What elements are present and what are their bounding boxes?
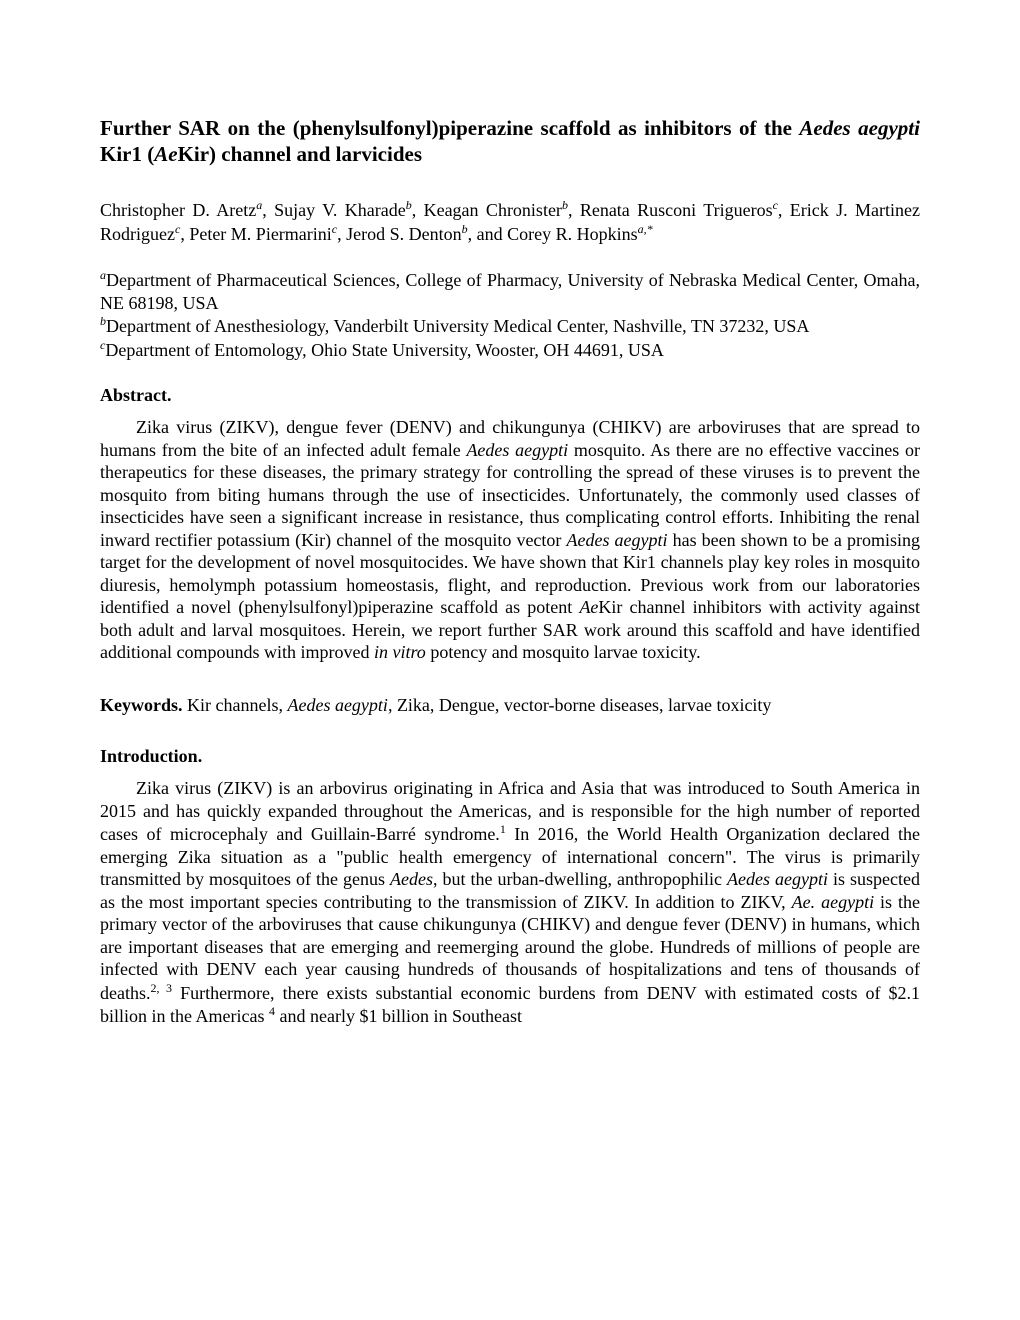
intro-text-part: and nearly $1 billion in Southeast — [275, 1006, 522, 1026]
author-name: , Jerod S. Denton — [337, 224, 462, 244]
affil-text: Department of Entomology, Ohio State Uni… — [105, 340, 664, 360]
species-name: Aedes aegypti — [567, 530, 668, 550]
introduction-paragraph: Zika virus (ZIKV) is an arbovirus origin… — [100, 777, 920, 1028]
author-name: , and Corey R. Hopkins — [468, 224, 638, 244]
introduction-heading: Introduction. — [100, 746, 920, 767]
title-abbrev: Ae — [154, 142, 177, 166]
citation-ref: 2, 3 — [150, 981, 172, 995]
title-part1: Further SAR on the (phenylsulfonyl)piper… — [100, 116, 799, 140]
paper-title: Further SAR on the (phenylsulfonyl)piper… — [100, 115, 920, 168]
title-species: Aedes aegypti — [799, 116, 920, 140]
species-abbrev: Ae. aegypti — [792, 892, 874, 912]
title-part3: Kir) channel and larvicides — [178, 142, 422, 166]
species-name: Aedes aegypti — [466, 440, 568, 460]
species-name: Aedes aegypti — [727, 869, 828, 889]
abstract-paragraph: Zika virus (ZIKV), dengue fever (DENV) a… — [100, 416, 920, 664]
affiliations-block: aDepartment of Pharmaceutical Sciences, … — [100, 268, 920, 361]
affiliation-line: aDepartment of Pharmaceutical Sciences, … — [100, 268, 920, 314]
affil-text: Department of Pharmaceutical Sciences, C… — [100, 270, 920, 313]
authors-list: Christopher D. Aretza, Sujay V. Kharadeb… — [100, 198, 920, 247]
author-affil-sup: a,* — [638, 222, 653, 236]
affil-text: Department of Anesthesiology, Vanderbilt… — [106, 316, 809, 336]
author-name: , Sujay V. Kharade — [262, 200, 405, 220]
species-name: Aedes aegypti — [287, 695, 387, 715]
abstract-heading: Abstract. — [100, 385, 920, 406]
in-vitro: in vitro — [374, 642, 426, 662]
author-name: , Peter M. Piermarini — [180, 224, 331, 244]
intro-text-part: , but the urban-dwelling, anthropophilic — [433, 869, 727, 889]
keywords-label: Keywords. — [100, 695, 183, 715]
author-name: , Keagan Chronister — [412, 200, 562, 220]
introduction-section: Introduction. Zika virus (ZIKV) is an ar… — [100, 746, 920, 1028]
genus-name: Aedes — [390, 869, 433, 889]
author-name: , Renata Rusconi Trigueros — [568, 200, 773, 220]
affiliation-line: cDepartment of Entomology, Ohio State Un… — [100, 338, 920, 362]
title-part2: Kir1 ( — [100, 142, 154, 166]
author-name: Christopher D. Aretz — [100, 200, 256, 220]
affiliation-line: bDepartment of Anesthesiology, Vanderbil… — [100, 314, 920, 338]
abstract-section: Abstract. Zika virus (ZIKV), dengue feve… — [100, 385, 920, 664]
keywords-block: Keywords. Kir channels, Aedes aegypti, Z… — [100, 694, 920, 717]
species-abbrev: Ae — [579, 597, 598, 617]
abstract-text-part: potency and mosquito larvae toxicity. — [426, 642, 701, 662]
keywords-text: Kir channels, — [183, 695, 288, 715]
keywords-text: , Zika, Dengue, vector-borne diseases, l… — [388, 695, 772, 715]
